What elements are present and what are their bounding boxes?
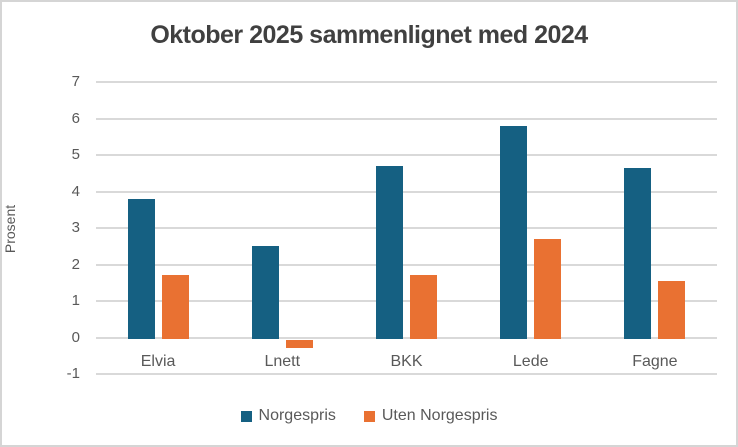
y-tick-label: 5 (71, 146, 80, 163)
bar-uten-norgespris-elvia (161, 275, 189, 339)
bar-uten-norgespris-fagne (658, 280, 686, 339)
y-tick-label: 6 (71, 109, 80, 127)
legend-label: Norgespris (258, 407, 336, 424)
y-tick-label: 1 (71, 292, 80, 309)
gridline (96, 300, 717, 302)
y-tick-label: -1 (66, 365, 80, 382)
uten-norgespris-swatch-icon (363, 410, 375, 422)
x-tick-label: Elvia (140, 352, 176, 370)
gridline (96, 190, 717, 193)
legend-item-uten-norgespris: Uten Norgespris (363, 406, 498, 426)
gridline (96, 373, 717, 375)
x-tick-label: BKK (390, 352, 423, 370)
bar-uten-norgespris-lede (534, 238, 562, 339)
y-tick-label: 3 (71, 219, 80, 236)
bar-uten-norgespris-bkk (410, 275, 437, 339)
y-tick-label: 4 (71, 182, 80, 200)
legend-label: Uten Norgespris (381, 407, 498, 424)
norgespris-swatch-icon (240, 410, 252, 422)
gridline (96, 154, 717, 156)
x-tick-label: Fagne (632, 352, 678, 370)
x-tick-label: Lede (512, 352, 549, 370)
legend: Norgespris Uten Norgespris (2, 406, 736, 426)
bar-norgespris-fagne (624, 167, 652, 339)
y-tick-label: 7 (71, 73, 80, 90)
bar-norgespris-lnett (251, 246, 279, 339)
gridline (96, 336, 717, 339)
x-tick-label: Lnett (264, 352, 301, 370)
gridline (96, 263, 717, 266)
y-tick-label: 2 (71, 255, 80, 273)
bar-norgespris-bkk (376, 165, 403, 339)
y-tick-label: 0 (71, 328, 80, 346)
legend-item-norgespris: Norgespris (240, 406, 336, 426)
chart-title: Oktober 2025 sammenlignet med 2024 (150, 21, 588, 49)
gridline (96, 117, 717, 120)
bar-uten-norgespris-lnett (285, 339, 313, 349)
bar-norgespris-elvia (127, 198, 155, 339)
gridline (96, 81, 717, 83)
gridline (96, 227, 717, 229)
bar-norgespris-lede (500, 125, 528, 339)
